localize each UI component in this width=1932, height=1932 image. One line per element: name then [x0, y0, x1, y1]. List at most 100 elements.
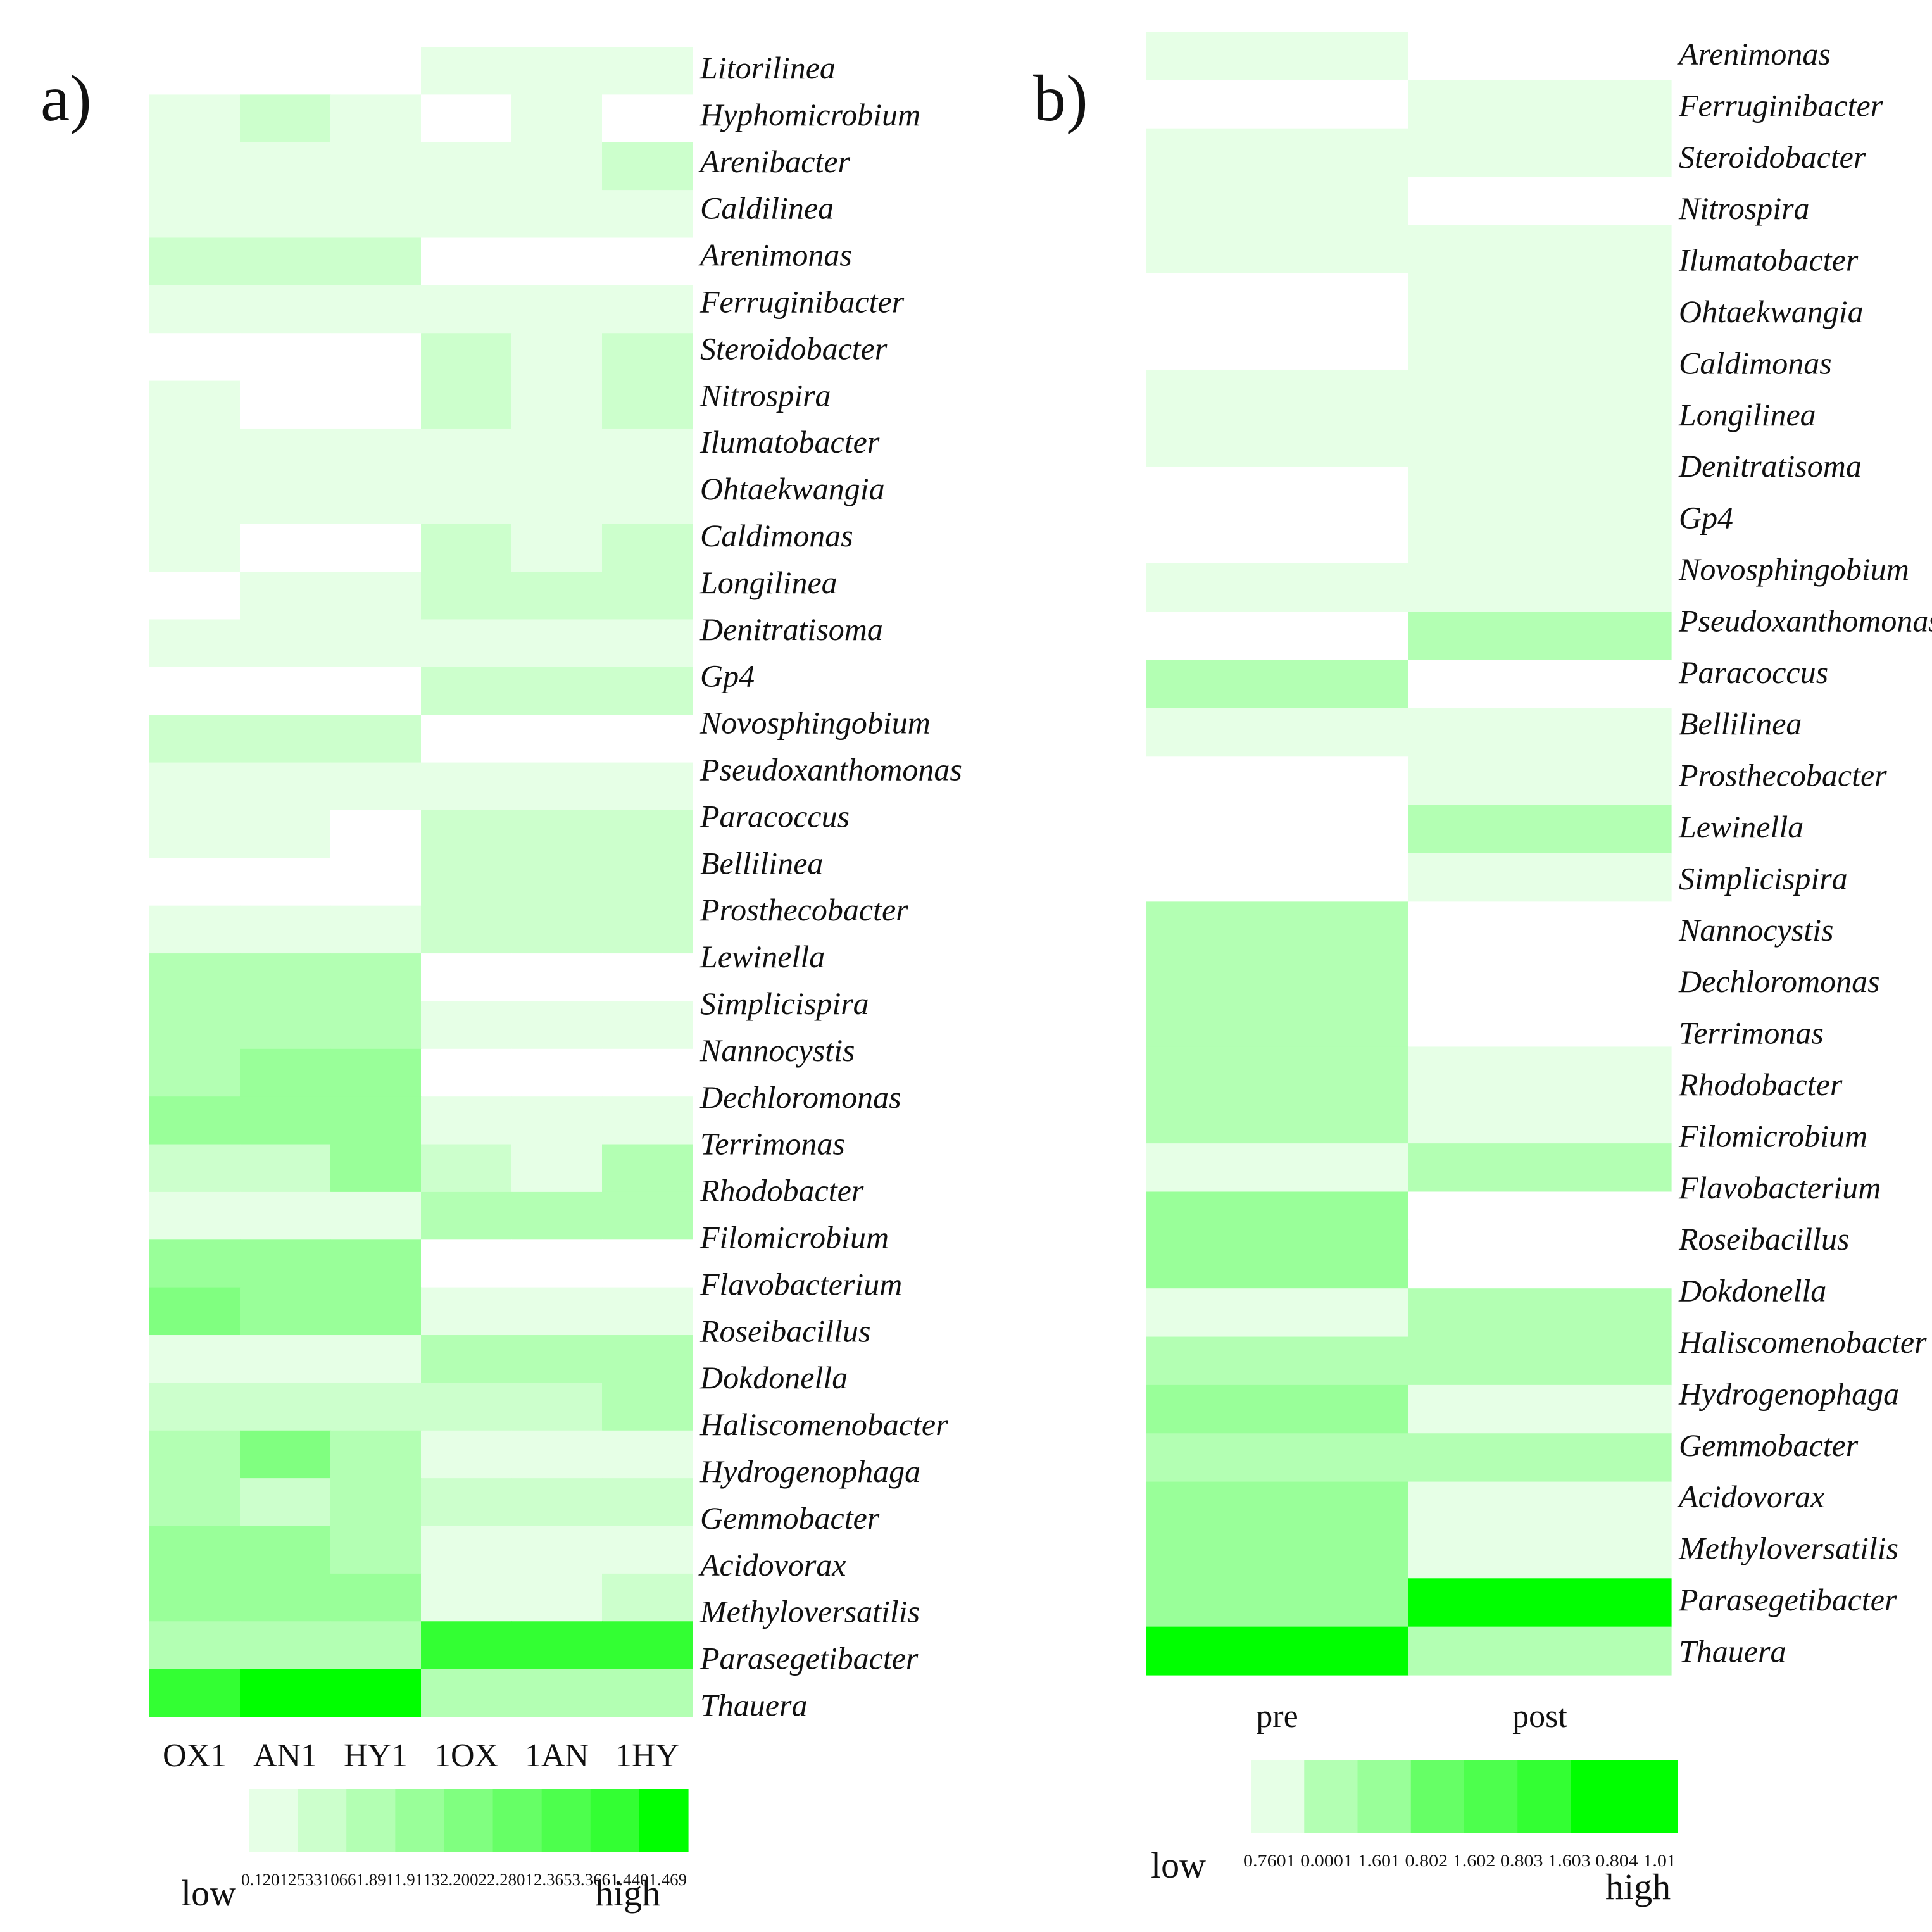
heatmap-panel-b: b) Arenimonas Ferruginibacter Steroidobact…: [1033, 32, 1932, 1907]
heatmap-cell: [511, 524, 603, 572]
row-label: Ilumatobacter: [1678, 242, 1859, 278]
heatmap-cell: [330, 1478, 422, 1527]
row-label: Caldimonas: [700, 518, 853, 553]
heatmap-cell: [149, 1383, 241, 1431]
heatmap-cell: [1408, 515, 1672, 564]
row-label: Novosphingobium: [699, 705, 931, 741]
heatmap-cell: [602, 1239, 693, 1288]
heatmap-cell: [602, 237, 693, 286]
panel-label-b: b): [1033, 62, 1088, 135]
row-label: Ohtaekwangia: [1679, 294, 1864, 329]
heatmap-cell: [149, 285, 241, 334]
heatmap-cell: [602, 524, 693, 572]
heatmap-cell: [421, 142, 512, 191]
heatmap-cell: [1408, 32, 1672, 80]
heatmap-cell: [1408, 418, 1672, 467]
row-label: Pseudoxanthomonas: [699, 752, 962, 787]
heatmap-cell: [1146, 225, 1409, 274]
heatmap-cell: [421, 190, 512, 239]
legend-low-label-a: low: [181, 1872, 236, 1914]
heatmap-cell: [149, 762, 241, 811]
heatmap-cell: [1146, 756, 1409, 806]
heatmap-cell: [1408, 1578, 1672, 1628]
heatmap-cell: [602, 667, 693, 715]
heatmap-cell: [240, 953, 331, 1002]
legend-swatch: [1517, 1760, 1572, 1833]
heatmap-cell: [1146, 370, 1409, 419]
heatmap-cell: [511, 1573, 603, 1622]
legend-a: 0.1201253310661.8911.91132.20022.28012.3…: [241, 1789, 689, 1889]
heatmap-cell: [240, 1239, 331, 1288]
heatmap-cell: [421, 1669, 512, 1717]
heatmap-cell: [511, 1383, 603, 1431]
heatmap-cell: [602, 858, 693, 906]
heatmap-cell: [602, 1144, 693, 1193]
heatmap-cell: [1408, 901, 1672, 951]
heatmap-cell: [602, 1287, 693, 1336]
heatmap-cell: [511, 1191, 603, 1240]
legend-swatch: [444, 1789, 494, 1852]
heatmap-cell: [330, 1335, 422, 1383]
heatmap-cell: [511, 1526, 603, 1574]
heatmap-cell: [421, 1430, 512, 1479]
legend-swatch: [1410, 1760, 1465, 1833]
heatmap-cell: [330, 1669, 422, 1717]
heatmap-cell: [330, 1621, 422, 1670]
heatmap-cell: [1146, 1384, 1409, 1434]
heatmap-cell: [1146, 467, 1409, 516]
heatmap-cell: [330, 190, 422, 239]
heatmap-cell: [149, 953, 241, 1002]
row-label: Dokdonella: [1678, 1273, 1826, 1308]
heatmap-cell: [421, 1287, 512, 1336]
heatmap-cell: [421, 667, 512, 715]
heatmap-cell: [511, 1048, 603, 1097]
heatmap-cell: [240, 237, 331, 286]
heatmap-cell: [240, 190, 331, 239]
heatmap-cell: [149, 1478, 241, 1527]
heatmap-cell: [330, 428, 422, 477]
heatmap-cell: [1146, 1336, 1409, 1386]
heatmap-cell: [511, 1478, 603, 1527]
heatmap-cell: [602, 1335, 693, 1383]
heatmap-cell: [511, 1001, 603, 1050]
row-label: Haliscomenobacter: [1678, 1324, 1927, 1360]
heatmap-cell: [602, 762, 693, 811]
heatmap-cell: [421, 1526, 512, 1574]
heatmap-cell: [240, 476, 331, 525]
heatmap-cell: [602, 1383, 693, 1431]
heatmap-cell: [240, 428, 331, 477]
row-label: Simplicispira: [1679, 860, 1848, 896]
heatmap-cell: [149, 1096, 241, 1145]
heatmap-cell: [602, 142, 693, 191]
heatmap-cell: [421, 285, 512, 334]
heatmap-cell: [149, 428, 241, 477]
row-label: Paracoccus: [699, 798, 850, 834]
column-label: 1OX: [434, 1738, 498, 1774]
heatmap-cell: [240, 47, 331, 95]
heatmap-grid-a: [149, 47, 693, 1717]
row-label: Bellilinea: [700, 845, 823, 881]
heatmap-cell: [330, 1001, 422, 1050]
heatmap-cell: [1408, 1143, 1672, 1193]
heatmap-cell: [330, 1383, 422, 1431]
heatmap-cell: [602, 428, 693, 477]
panel-label-a: a): [41, 62, 92, 135]
column-label: 1AN: [525, 1738, 589, 1774]
heatmap-cell: [1408, 80, 1672, 129]
heatmap-cell: [602, 953, 693, 1002]
row-label: Pseudoxanthomonas: [1678, 603, 1932, 638]
heatmap-cell: [240, 858, 331, 906]
heatmap-cell: [330, 1048, 422, 1097]
heatmap-cell: [511, 905, 603, 954]
heatmap-cell: [602, 380, 693, 429]
heatmap-cell: [330, 380, 422, 429]
heatmap-cell: [511, 1096, 603, 1145]
heatmap-cell: [240, 1287, 331, 1336]
heatmap-cell: [602, 333, 693, 382]
heatmap-cell: [1146, 80, 1409, 129]
heatmap-cell: [511, 94, 603, 143]
heatmap-cell: [511, 1669, 603, 1717]
row-label: Roseibacillus: [699, 1313, 870, 1348]
heatmap-cell: [602, 619, 693, 668]
